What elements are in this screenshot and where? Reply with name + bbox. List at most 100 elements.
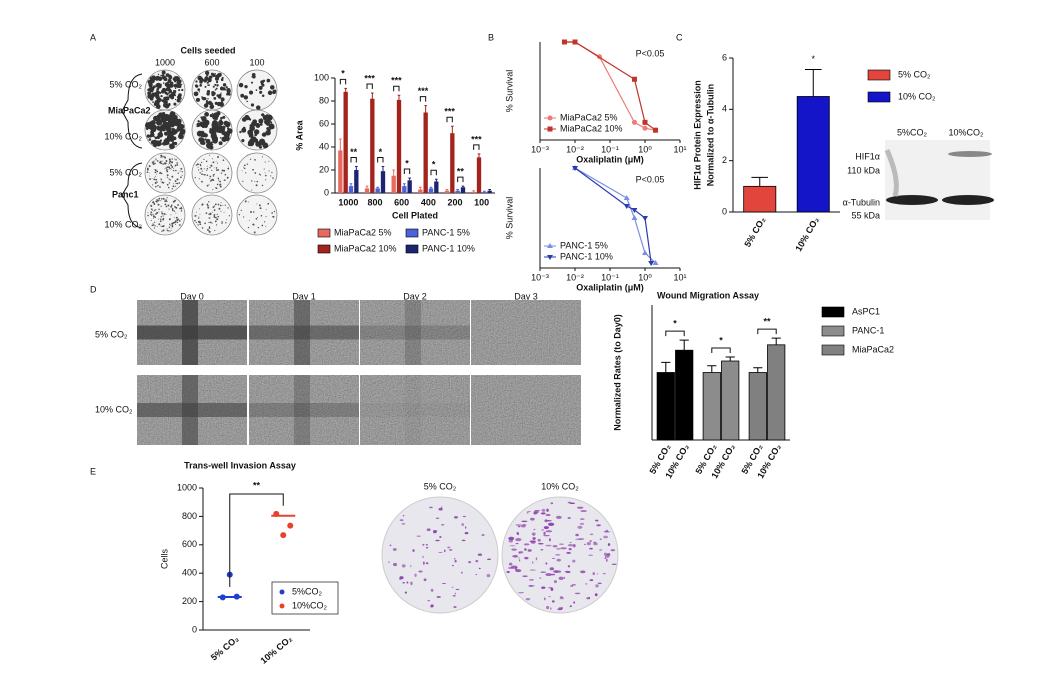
colony-row: 5% CO₂	[109, 167, 142, 177]
colony	[227, 127, 230, 130]
stained-cell	[430, 588, 434, 592]
stained-cell	[425, 562, 429, 565]
stained-cell	[599, 538, 602, 541]
legend-label: PANC-1 5%	[560, 240, 608, 250]
colony	[261, 83, 265, 87]
stained-cell	[569, 605, 573, 608]
stained-cell	[406, 581, 409, 584]
colony	[165, 160, 168, 162]
colony	[227, 167, 230, 170]
colony	[157, 117, 161, 120]
colony	[156, 115, 158, 117]
colony	[162, 82, 165, 84]
x-tick-label: 10% CO₂	[259, 634, 295, 666]
colony	[212, 161, 215, 164]
error-bar	[445, 189, 449, 191]
bar	[396, 99, 402, 193]
stained-cell	[523, 543, 530, 546]
band	[886, 195, 938, 205]
colony	[155, 75, 160, 80]
colony	[169, 224, 171, 226]
colony	[159, 172, 161, 174]
colony	[152, 163, 154, 165]
colony	[170, 168, 172, 170]
colony	[146, 168, 149, 171]
colony	[219, 204, 222, 207]
colony	[219, 137, 222, 139]
stained-cell	[404, 591, 407, 594]
colony	[180, 167, 183, 170]
colony	[221, 221, 223, 223]
stained-cell	[477, 553, 483, 556]
colony	[179, 220, 181, 222]
colony	[153, 227, 156, 229]
colony	[164, 200, 166, 203]
colony	[168, 182, 171, 184]
colony	[175, 131, 178, 134]
bar	[370, 98, 375, 193]
x-axis-label: Cell Plated	[392, 210, 438, 220]
colony	[273, 210, 276, 213]
colony	[171, 224, 173, 226]
colony	[197, 220, 200, 223]
point	[631, 119, 637, 125]
error-bar	[419, 186, 422, 190]
colony	[176, 163, 179, 166]
significance-bracket	[457, 176, 464, 183]
x-tick-label: 10⁻²	[566, 272, 584, 282]
point	[219, 594, 226, 601]
stained-cell	[589, 579, 594, 582]
colony-column: 100	[249, 57, 264, 67]
stained-cell	[422, 543, 425, 546]
significance-label: **	[253, 480, 261, 490]
colony	[166, 170, 169, 173]
colony	[255, 218, 258, 220]
colony	[166, 174, 169, 177]
stained-cell	[402, 514, 405, 517]
colony	[178, 84, 182, 89]
colony	[217, 72, 222, 77]
colony	[217, 203, 220, 206]
x-axis-label: Oxaliplatin (μM)	[576, 282, 644, 292]
stained-cell	[589, 540, 592, 543]
colony	[148, 165, 151, 168]
colony	[152, 224, 155, 226]
error-bar	[472, 190, 475, 192]
colony	[201, 141, 206, 146]
colony	[223, 169, 226, 172]
colony	[199, 121, 201, 123]
colony	[207, 100, 212, 105]
bar	[471, 191, 476, 193]
colony	[154, 162, 156, 165]
legend-label: 5%CO₂	[292, 586, 323, 596]
bracket	[121, 73, 143, 149]
colony	[204, 173, 206, 176]
colony	[224, 179, 226, 181]
stained-cell	[559, 543, 564, 545]
stained-cell	[393, 564, 397, 567]
stained-cell	[535, 557, 538, 561]
colony	[227, 92, 231, 96]
colony	[201, 170, 203, 172]
panel-letter: E	[90, 466, 96, 476]
legend-label: MiaPaCa2 10%	[560, 123, 623, 133]
colony	[249, 158, 252, 160]
stained-cell	[461, 571, 463, 574]
colony	[156, 97, 160, 101]
colony	[152, 128, 156, 132]
colony	[196, 163, 199, 166]
colony	[165, 199, 167, 201]
stained-cell	[567, 517, 571, 519]
stained-cell	[517, 525, 521, 528]
colony	[205, 99, 209, 103]
error-bar	[381, 166, 385, 172]
legend-swatch	[317, 228, 331, 238]
bar	[450, 133, 455, 193]
colony	[175, 169, 177, 172]
bar	[402, 186, 407, 193]
stained-cell	[567, 501, 572, 504]
colony	[170, 205, 173, 208]
colony	[154, 177, 156, 179]
colony	[244, 114, 250, 121]
colony	[153, 102, 158, 106]
